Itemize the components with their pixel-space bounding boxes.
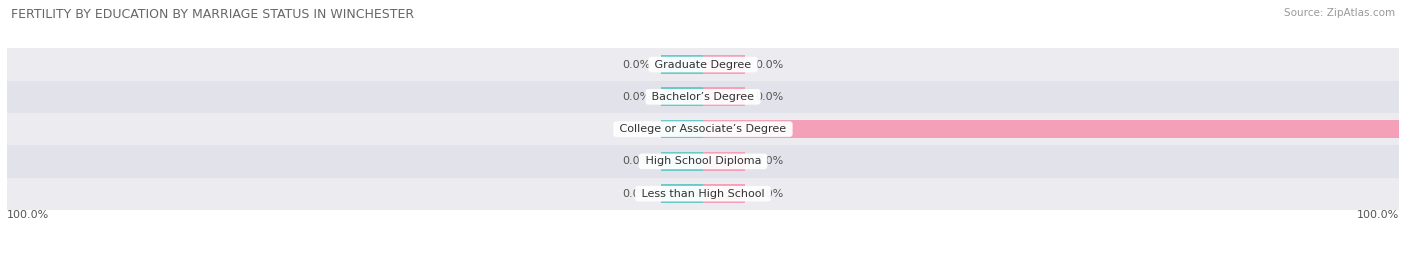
Text: College or Associate’s Degree: College or Associate’s Degree [616,124,790,134]
Text: 0.0%: 0.0% [623,124,651,134]
Text: 0.0%: 0.0% [623,59,651,70]
Text: 0.0%: 0.0% [623,156,651,167]
Bar [703,55,745,74]
Bar [703,120,1399,139]
Bar [7,178,1399,210]
Text: 100.0%: 100.0% [7,210,49,220]
Bar [661,87,703,106]
Text: 0.0%: 0.0% [623,92,651,102]
Text: 0.0%: 0.0% [623,189,651,199]
Bar [703,184,745,203]
Text: 0.0%: 0.0% [755,92,783,102]
Text: High School Diploma: High School Diploma [641,156,765,167]
Text: Graduate Degree: Graduate Degree [651,59,755,70]
Bar [661,120,703,139]
Text: Source: ZipAtlas.com: Source: ZipAtlas.com [1284,8,1395,18]
Bar [661,152,703,171]
Bar [661,55,703,74]
Text: 100.0%: 100.0% [1357,210,1399,220]
Bar [661,184,703,203]
Bar [703,152,745,171]
Text: Less than High School: Less than High School [638,189,768,199]
Text: 0.0%: 0.0% [755,59,783,70]
Bar [7,81,1399,113]
Bar [7,113,1399,145]
Bar [7,145,1399,178]
Bar [703,87,745,106]
Text: 0.0%: 0.0% [755,189,783,199]
Text: FERTILITY BY EDUCATION BY MARRIAGE STATUS IN WINCHESTER: FERTILITY BY EDUCATION BY MARRIAGE STATU… [11,8,415,21]
Text: Bachelor’s Degree: Bachelor’s Degree [648,92,758,102]
Text: 0.0%: 0.0% [755,156,783,167]
Bar [7,48,1399,81]
